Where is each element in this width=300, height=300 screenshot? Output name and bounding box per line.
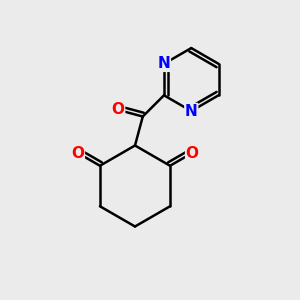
- Text: O: O: [186, 146, 199, 160]
- Text: O: O: [71, 146, 84, 160]
- Text: O: O: [112, 102, 124, 117]
- Text: N: N: [158, 56, 170, 71]
- Text: N: N: [185, 103, 198, 118]
